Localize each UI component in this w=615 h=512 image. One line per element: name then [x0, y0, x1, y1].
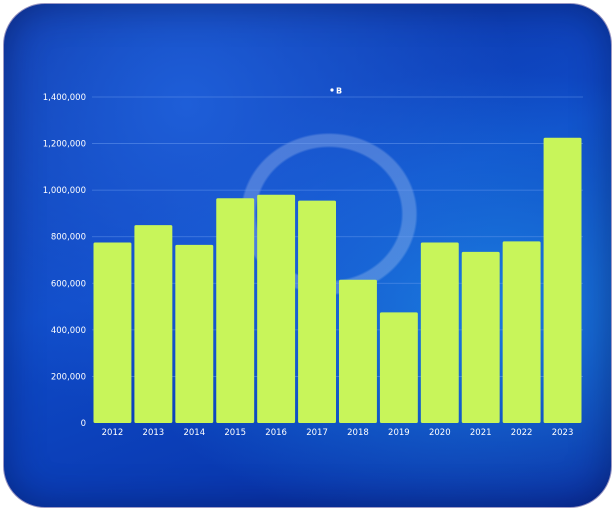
x-tick-label: 2021 [470, 428, 492, 438]
y-tick-label: 1,200,000 [43, 140, 86, 150]
gridlines [92, 96, 583, 377]
y-tick-label: 1,400,000 [43, 93, 86, 103]
x-axis: 2012 2013 2014 2015 2016 2017 2018 2019 2020 2021… [102, 428, 574, 438]
bar-2022[interactable] [502, 241, 541, 423]
bar-2012[interactable] [93, 242, 132, 423]
legend-marker [330, 88, 334, 92]
y-tick-label: 400,000 [51, 326, 86, 336]
x-tick-label: 2015 [224, 428, 246, 438]
y-tick-label: 600,000 [51, 279, 86, 289]
bar-2013[interactable] [134, 225, 173, 423]
y-tick-label: 0 [81, 419, 86, 429]
bar-2019[interactable] [379, 312, 418, 423]
x-tick-label: 2018 [347, 428, 369, 438]
bar-2016[interactable] [257, 194, 296, 423]
bar-2018[interactable] [339, 279, 377, 423]
bar-2020[interactable] [420, 242, 459, 423]
x-tick-label: 2016 [265, 428, 287, 438]
bar-2015[interactable] [216, 198, 255, 423]
legend-label: B [336, 87, 342, 96]
x-tick-label: 2020 [429, 428, 451, 438]
x-tick-label: 2017 [306, 428, 328, 438]
bars [93, 137, 582, 423]
y-tick-label: 200,000 [51, 372, 86, 382]
y-tick-label: 800,000 [51, 233, 86, 243]
x-tick-label: 2013 [143, 428, 165, 438]
bar-2014[interactable] [175, 244, 214, 423]
bar-2023[interactable] [543, 137, 582, 423]
y-tick-label: 1,000,000 [43, 186, 86, 196]
x-tick-label: 2014 [183, 428, 205, 438]
legend: B [330, 87, 342, 96]
x-tick-label: 2022 [511, 428, 533, 438]
x-tick-label: 2012 [102, 428, 124, 438]
x-tick-label: 2023 [552, 428, 574, 438]
x-tick-label: 2019 [388, 428, 410, 438]
bar-2017[interactable] [298, 200, 336, 423]
y-axis: 0 200,000 400,000 600,000 800,000 1,000,000 1,… [43, 93, 86, 429]
bar-2021[interactable] [461, 251, 500, 423]
